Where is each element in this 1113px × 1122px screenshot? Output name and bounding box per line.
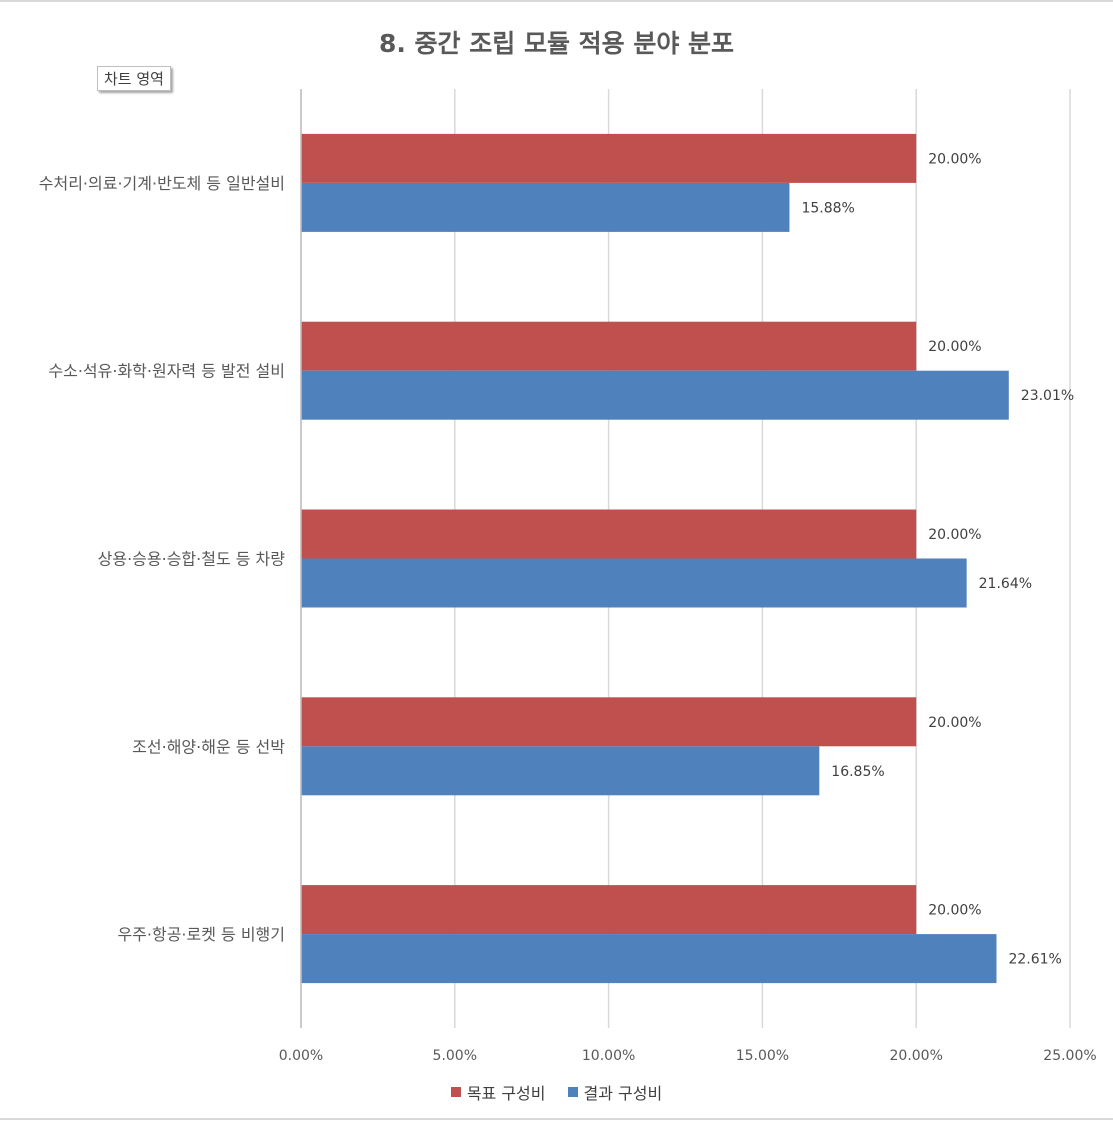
legend-label-result: 결과 구성비 <box>583 1084 663 1103</box>
bar-result[interactable] <box>301 370 1009 420</box>
category-label: 조선·해양·해운 등 선박 <box>132 737 285 756</box>
x-tick-label: 5.00% <box>433 1048 477 1064</box>
data-label: 23.01% <box>1021 388 1074 404</box>
bar-target[interactable] <box>301 509 917 559</box>
bar-result[interactable] <box>301 558 967 608</box>
data-label: 16.85% <box>831 764 884 780</box>
category-label: 수소·석유·화학·원자력 등 발전 설비 <box>48 362 285 381</box>
category-label: 수처리·의료·기계·반도체 등 일반설비 <box>39 174 285 193</box>
data-label: 20.00% <box>928 715 981 731</box>
x-tick-label: 0.00% <box>279 1048 323 1064</box>
data-label: 20.00% <box>928 151 981 167</box>
chart-title: 8. 중간 조립 모듈 적용 분야 분포 <box>378 29 735 58</box>
legend-item-target[interactable]: 목표 구성비 <box>450 1080 546 1104</box>
category-label: 상용·승용·승합·철도 등 차량 <box>98 550 286 569</box>
data-label: 15.88% <box>801 200 854 216</box>
legend-label-target: 목표 구성비 <box>466 1084 546 1103</box>
bar-target[interactable] <box>301 697 917 747</box>
data-label: 20.00% <box>928 339 981 355</box>
bar-target[interactable] <box>301 321 917 371</box>
x-tick-label: 15.00% <box>736 1048 789 1064</box>
bar-result[interactable] <box>301 746 820 796</box>
bar-result[interactable] <box>301 934 997 984</box>
chart-area-tooltip: 차트 영역 <box>97 66 171 91</box>
bar-target[interactable] <box>301 885 917 935</box>
data-label: 22.61% <box>1008 952 1061 968</box>
bar-target[interactable] <box>301 133 917 183</box>
x-tick-label: 25.00% <box>1043 1048 1096 1064</box>
legend-swatch-result <box>567 1087 578 1097</box>
data-label: 20.00% <box>928 527 981 543</box>
bar-result[interactable] <box>301 182 790 232</box>
data-label: 21.64% <box>979 576 1032 592</box>
x-tick-label: 20.00% <box>890 1048 943 1064</box>
category-label: 우주·항공·로켓 등 비행기 <box>117 925 285 944</box>
legend: 목표 구성비 결과 구성비 <box>0 1080 1113 1104</box>
legend-item-result[interactable]: 결과 구성비 <box>567 1080 663 1104</box>
data-label: 20.00% <box>928 903 981 919</box>
legend-swatch-target <box>450 1087 461 1097</box>
x-tick-label: 10.00% <box>582 1048 635 1064</box>
